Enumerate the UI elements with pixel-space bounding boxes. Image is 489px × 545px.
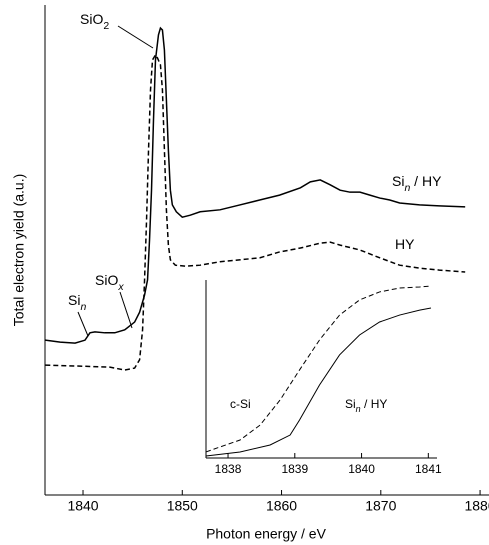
series-label-rest: / HY: [361, 397, 388, 411]
data-line: [205, 285, 432, 453]
x-tick-label: 1860: [266, 498, 297, 514]
series-label-base: HY: [395, 236, 415, 252]
x-tick-label: 1841: [415, 462, 442, 476]
annotation-base: SiO: [80, 11, 103, 27]
x-tick-label: 1840: [348, 462, 375, 476]
series-label: Sin / HY: [392, 173, 442, 194]
annotation: Sin: [68, 292, 86, 313]
data-line: [205, 307, 432, 457]
series-label-base: Si: [345, 397, 356, 411]
x-tick-label: 1880: [464, 498, 489, 514]
series-label: Sin / HY: [345, 397, 387, 414]
series-label-base: Si: [392, 173, 404, 189]
annotation-base: SiO: [95, 272, 118, 288]
data-line: [45, 53, 466, 371]
series-label-base: c-Si: [230, 397, 251, 411]
x-tick-label: 1870: [365, 498, 396, 514]
series-label-rest: / HY: [410, 173, 442, 189]
series-label-sub: n: [404, 182, 410, 194]
annotation: SiOx: [95, 272, 124, 293]
x-tick-label: 1850: [167, 498, 198, 514]
x-tick-label: 1838: [215, 462, 242, 476]
annotation: SiO2: [80, 11, 109, 32]
series-label: HY: [395, 236, 415, 252]
annotation-sub: x: [117, 281, 124, 293]
annotation-sub: n: [80, 301, 86, 313]
annotation-leader: [119, 291, 133, 329]
annotation-leader: [117, 25, 154, 49]
annotation-sub: 2: [103, 20, 109, 32]
y-axis-title: Total electron yield (a.u.): [11, 174, 27, 327]
x-tick-label: 1840: [67, 498, 98, 514]
data-line: [45, 26, 466, 344]
x-axis-title: Photon energy / eV: [206, 526, 327, 542]
series-label: c-Si: [230, 397, 251, 411]
series-label-sub: n: [356, 404, 361, 414]
x-tick-label: 1839: [281, 462, 308, 476]
annotation-base: Si: [68, 292, 80, 308]
annotation-leader: [77, 311, 89, 337]
